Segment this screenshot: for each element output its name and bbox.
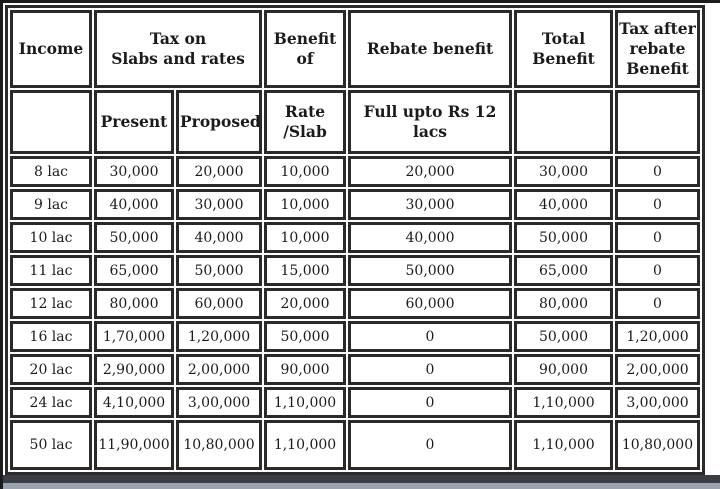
total-benefit-cell: 65,000	[514, 255, 613, 286]
proposed-cell: 30,000	[176, 189, 262, 220]
header-empty-under-tax-after	[615, 90, 700, 154]
total-benefit-cell: 40,000	[514, 189, 613, 220]
income-cell: 9 lac	[10, 189, 92, 220]
header-row-1: Income Tax on Slabs and rates Benefit of…	[10, 10, 700, 88]
header-full-upto: Full upto Rs 12 lacs	[348, 90, 512, 154]
total-benefit-cell: 50,000	[514, 222, 613, 253]
tax-after-cell: 10,80,000	[615, 420, 700, 470]
proposed-cell: 3,00,000	[176, 387, 262, 418]
benefit-cell: 15,000	[264, 255, 346, 286]
table-row: 50 lac 11,90,000 10,80,000 1,10,000 0 1,…	[10, 420, 700, 470]
proposed-cell: 1,20,000	[176, 321, 262, 352]
header-rebate-benefit: Rebate benefit	[348, 10, 512, 88]
bottom-strip	[3, 483, 720, 489]
present-cell: 80,000	[94, 288, 174, 319]
bottom-dark-bar	[3, 475, 720, 483]
header-income: Income	[10, 10, 92, 88]
total-benefit-cell: 90,000	[514, 354, 613, 385]
table-row: 8 lac 30,000 20,000 10,000 20,000 30,000…	[10, 156, 700, 187]
present-cell: 30,000	[94, 156, 174, 187]
rebate-cell: 0	[348, 420, 512, 470]
header-benefit-of: Benefit of	[264, 10, 346, 88]
total-benefit-cell: 30,000	[514, 156, 613, 187]
header-total-benefit: Total Benefit	[514, 10, 613, 88]
benefit-cell: 90,000	[264, 354, 346, 385]
total-benefit-cell: 1,10,000	[514, 420, 613, 470]
tax-after-cell: 1,20,000	[615, 321, 700, 352]
income-cell: 10 lac	[10, 222, 92, 253]
tax-after-cell: 0	[615, 255, 700, 286]
rebate-cell: 30,000	[348, 189, 512, 220]
present-cell: 4,10,000	[94, 387, 174, 418]
header-empty-under-total	[514, 90, 613, 154]
header-rate-slab: Rate /Slab	[264, 90, 346, 154]
header-tax-on-slabs: Tax on Slabs and rates	[94, 10, 262, 88]
benefit-cell: 10,000	[264, 189, 346, 220]
tax-after-cell: 3,00,000	[615, 387, 700, 418]
income-cell: 16 lac	[10, 321, 92, 352]
tax-after-cell: 0	[615, 288, 700, 319]
proposed-cell: 2,00,000	[176, 354, 262, 385]
benefit-cell: 20,000	[264, 288, 346, 319]
present-cell: 50,000	[94, 222, 174, 253]
table-row: 20 lac 2,90,000 2,00,000 90,000 0 90,000…	[10, 354, 700, 385]
tax-after-cell: 0	[615, 156, 700, 187]
header-tax-after-rebate: Tax after rebate Benefit	[615, 10, 700, 88]
income-cell: 20 lac	[10, 354, 92, 385]
benefit-cell: 50,000	[264, 321, 346, 352]
proposed-cell: 50,000	[176, 255, 262, 286]
total-benefit-cell: 80,000	[514, 288, 613, 319]
table-row: 9 lac 40,000 30,000 10,000 30,000 40,000…	[10, 189, 700, 220]
benefit-cell: 10,000	[264, 222, 346, 253]
income-cell: 8 lac	[10, 156, 92, 187]
header-empty-under-income	[10, 90, 92, 154]
header-row-2: Present Proposed Rate /Slab Full upto Rs…	[10, 90, 700, 154]
rebate-cell: 40,000	[348, 222, 512, 253]
present-cell: 65,000	[94, 255, 174, 286]
rebate-cell: 0	[348, 354, 512, 385]
income-cell: 24 lac	[10, 387, 92, 418]
table-row: 12 lac 80,000 60,000 20,000 60,000 80,00…	[10, 288, 700, 319]
tax-comparison-table: Income Tax on Slabs and rates Benefit of…	[5, 5, 705, 475]
present-cell: 1,70,000	[94, 321, 174, 352]
benefit-cell: 1,10,000	[264, 387, 346, 418]
benefit-cell: 10,000	[264, 156, 346, 187]
income-cell: 50 lac	[10, 420, 92, 470]
present-cell: 40,000	[94, 189, 174, 220]
income-cell: 12 lac	[10, 288, 92, 319]
table-row: 16 lac 1,70,000 1,20,000 50,000 0 50,000…	[10, 321, 700, 352]
proposed-cell: 60,000	[176, 288, 262, 319]
rebate-cell: 20,000	[348, 156, 512, 187]
rebate-cell: 50,000	[348, 255, 512, 286]
present-cell: 11,90,000	[94, 420, 174, 470]
rebate-cell: 0	[348, 321, 512, 352]
benefit-cell: 1,10,000	[264, 420, 346, 470]
income-cell: 11 lac	[10, 255, 92, 286]
total-benefit-cell: 50,000	[514, 321, 613, 352]
proposed-cell: 20,000	[176, 156, 262, 187]
table-row: 11 lac 65,000 50,000 15,000 50,000 65,00…	[10, 255, 700, 286]
present-cell: 2,90,000	[94, 354, 174, 385]
rebate-cell: 0	[348, 387, 512, 418]
header-proposed: Proposed	[176, 90, 262, 154]
tax-after-cell: 2,00,000	[615, 354, 700, 385]
tax-after-cell: 0	[615, 222, 700, 253]
tax-after-cell: 0	[615, 189, 700, 220]
proposed-cell: 40,000	[176, 222, 262, 253]
total-benefit-cell: 1,10,000	[514, 387, 613, 418]
proposed-cell: 10,80,000	[176, 420, 262, 470]
table-row: 10 lac 50,000 40,000 10,000 40,000 50,00…	[10, 222, 700, 253]
header-present: Present	[94, 90, 174, 154]
table-row: 24 lac 4,10,000 3,00,000 1,10,000 0 1,10…	[10, 387, 700, 418]
rebate-cell: 60,000	[348, 288, 512, 319]
